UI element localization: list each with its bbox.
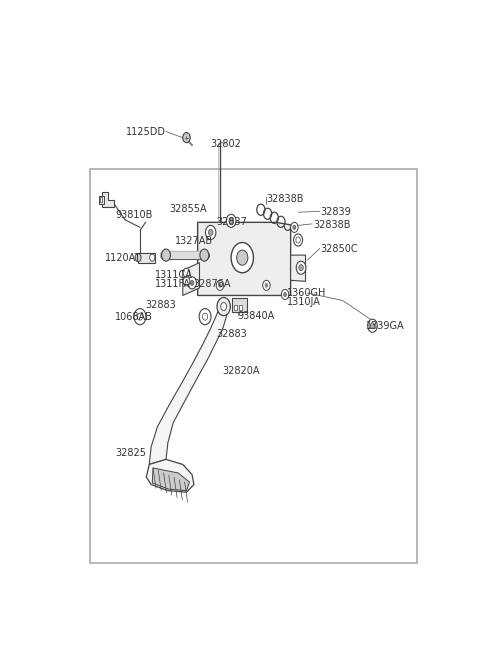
Text: 32837: 32837 [216, 217, 247, 227]
Circle shape [135, 253, 141, 262]
Text: 93810B: 93810B [115, 210, 153, 220]
Circle shape [370, 323, 375, 329]
Circle shape [217, 297, 230, 316]
Circle shape [203, 313, 208, 320]
Circle shape [137, 313, 143, 320]
Text: 1327AB: 1327AB [175, 236, 214, 246]
Text: 1120AT: 1120AT [105, 253, 141, 263]
Circle shape [216, 280, 224, 290]
Circle shape [284, 292, 287, 297]
Bar [100, 197, 102, 202]
Circle shape [294, 234, 302, 246]
Circle shape [237, 250, 248, 265]
Text: 93840A: 93840A [238, 310, 275, 321]
Text: 32838B: 32838B [313, 220, 350, 230]
Circle shape [199, 309, 211, 325]
Circle shape [221, 303, 227, 310]
Circle shape [183, 132, 190, 143]
Circle shape [150, 254, 155, 261]
Text: 1360GH: 1360GH [287, 288, 326, 298]
Text: 1311FA: 1311FA [155, 279, 191, 289]
Bar [232, 298, 247, 312]
Text: 1339GA: 1339GA [366, 321, 405, 331]
Circle shape [190, 280, 194, 286]
Polygon shape [146, 459, 194, 492]
Bar [99, 196, 104, 204]
Circle shape [188, 277, 196, 289]
Circle shape [183, 277, 190, 286]
Bar [239, 305, 242, 310]
Text: 32820A: 32820A [222, 366, 259, 376]
Circle shape [263, 280, 270, 290]
Circle shape [265, 284, 268, 288]
Text: 32802: 32802 [210, 139, 241, 149]
Circle shape [231, 242, 253, 272]
Polygon shape [183, 263, 200, 295]
Circle shape [290, 222, 298, 233]
Text: 32883: 32883 [145, 299, 176, 310]
Bar [138, 253, 155, 263]
Polygon shape [290, 255, 305, 282]
Bar [90, 170, 417, 563]
Circle shape [293, 225, 296, 229]
Text: 32855A: 32855A [170, 204, 207, 214]
Circle shape [299, 265, 303, 271]
Circle shape [218, 284, 221, 288]
Polygon shape [198, 222, 290, 295]
Bar [234, 305, 237, 310]
Circle shape [208, 229, 213, 235]
Text: 1311CA: 1311CA [155, 271, 193, 280]
Text: 1068AB: 1068AB [115, 312, 153, 322]
Polygon shape [102, 192, 114, 207]
Circle shape [183, 269, 190, 277]
Circle shape [134, 309, 146, 325]
Circle shape [205, 225, 216, 240]
Polygon shape [149, 307, 229, 464]
Text: 32876A: 32876A [193, 279, 231, 289]
Text: 1310JA: 1310JA [287, 297, 321, 307]
Text: 1125DD: 1125DD [126, 126, 166, 136]
Text: 32825: 32825 [115, 448, 146, 458]
Circle shape [229, 218, 233, 224]
Text: 32883: 32883 [216, 329, 247, 339]
Polygon shape [152, 468, 190, 491]
Circle shape [368, 319, 377, 332]
Text: 32850C: 32850C [321, 244, 358, 254]
Text: 32839: 32839 [321, 207, 351, 217]
Circle shape [281, 290, 289, 299]
Circle shape [296, 237, 300, 243]
Circle shape [296, 261, 306, 274]
Circle shape [200, 249, 209, 261]
Circle shape [162, 249, 170, 261]
Text: 32838B: 32838B [266, 194, 304, 204]
Circle shape [226, 214, 236, 227]
